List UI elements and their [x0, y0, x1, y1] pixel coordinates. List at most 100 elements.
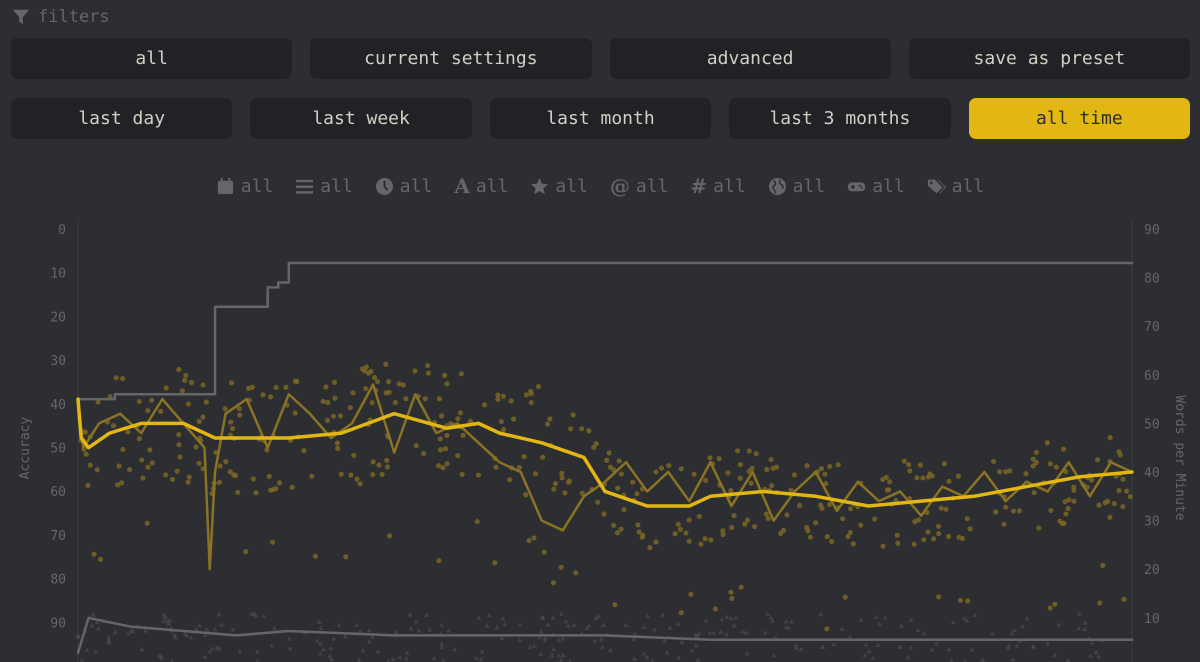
accuracy-point [1082, 626, 1088, 632]
accuracy-point [517, 637, 523, 643]
accuracy-point [106, 638, 112, 643]
filter-difficulty[interactable]: all [530, 174, 588, 198]
wpm-point [379, 471, 385, 478]
filter-punctuation[interactable]: @ all [610, 174, 669, 198]
wpm-point [186, 474, 192, 480]
accuracy-point [565, 623, 571, 628]
filter-numbers[interactable]: # all [690, 174, 745, 198]
wpm-point [666, 462, 672, 469]
accuracy-point [933, 640, 939, 646]
wpm-point [376, 462, 382, 468]
accuracy-point [427, 627, 433, 632]
wpm-point [914, 475, 920, 481]
wpm-point [595, 499, 601, 505]
accuracy-point [550, 615, 556, 620]
accuracy-point [586, 623, 592, 628]
filter-language[interactable]: A all [454, 174, 508, 198]
range-last-month-button[interactable]: last month [489, 98, 712, 139]
wpm-point [309, 473, 315, 479]
accuracy-point [600, 644, 606, 650]
accuracy-point [473, 655, 479, 660]
range-last-day-button[interactable]: last day [11, 98, 233, 139]
accuracy-point [551, 646, 557, 652]
accuracy-point [593, 615, 599, 621]
wpm-point [1031, 489, 1037, 496]
wpm-point [455, 453, 461, 459]
filter-funbox[interactable]: all [847, 174, 905, 198]
filter-tags[interactable]: all [927, 174, 984, 198]
preset-advanced-button[interactable]: advanced [609, 38, 891, 79]
wpm-point [1016, 508, 1022, 514]
accuracy-point [858, 617, 864, 622]
wpm-point [459, 471, 465, 477]
wpm-point [1107, 435, 1113, 441]
preset-all-button[interactable]: all [11, 38, 293, 79]
accuracy-point [664, 650, 670, 655]
wpm-point [412, 368, 418, 374]
accuracy-point [540, 615, 546, 620]
accuracy-point [446, 627, 452, 633]
wpm-point [228, 419, 234, 425]
accuracy-point [1095, 654, 1101, 659]
left-axis-tick: 30 [50, 354, 66, 369]
accuracy-point [1005, 645, 1011, 651]
accuracy-point [1093, 649, 1099, 654]
wpm-point [742, 521, 748, 527]
wpm-point [511, 416, 517, 422]
wpm-point [611, 466, 617, 473]
accuracy-point [847, 634, 853, 640]
wpm-point [200, 414, 206, 420]
range-last-week-button[interactable]: last week [250, 98, 472, 139]
accuracy-point [950, 619, 956, 625]
wpm-point [335, 445, 341, 452]
accuracy-point [125, 630, 131, 636]
accuracy-point [494, 624, 500, 630]
save-as-preset-button[interactable]: save as preset [908, 38, 1190, 79]
wpm-point [495, 396, 501, 402]
accuracy-point [500, 616, 506, 621]
wpm-point [703, 477, 709, 483]
range-all-time-button[interactable]: all time [968, 98, 1191, 139]
wpm-point [458, 371, 464, 377]
accuracy-point [980, 657, 986, 662]
filter-mode[interactable]: all [295, 174, 353, 198]
accuracy-point [202, 654, 208, 659]
filter-date[interactable]: all [216, 174, 273, 198]
filter-time[interactable]: all [375, 174, 432, 198]
wpm-point [1047, 605, 1053, 611]
accuracy-point [652, 626, 658, 632]
accuracy-point [397, 654, 403, 660]
accuracy-point [1056, 622, 1062, 627]
preset-current-settings-button[interactable]: current settings [310, 38, 592, 79]
accuracy-point [370, 634, 376, 640]
wpm-accuracy-chart: 0 10 20 30 40 50 60 70 80 90 90 80 70 60 50 40 30 20 10 Acc… [18, 220, 1187, 662]
accuracy-point [549, 652, 555, 658]
accuracy-point [452, 646, 458, 652]
tags-icon [927, 179, 946, 193]
accuracy-point [641, 624, 647, 629]
wpm-point [827, 463, 833, 469]
accuracy-point [1076, 625, 1082, 631]
filters-header[interactable]: filters [12, 4, 110, 30]
wpm-point [791, 472, 798, 478]
filter-funbox-label: all [872, 175, 905, 197]
accuracy-point [95, 625, 101, 631]
wpm-point [200, 382, 206, 388]
wpm-point [203, 399, 209, 405]
filter-globe[interactable]: all [768, 174, 825, 198]
accuracy-point [724, 614, 730, 619]
accuracy-point [866, 648, 872, 654]
wpm-point [444, 432, 450, 439]
wpm-point [541, 549, 547, 555]
wpm-point [334, 440, 341, 446]
wpm-point [591, 444, 597, 450]
globe-icon [768, 177, 786, 195]
wpm-point [354, 476, 360, 482]
left-axis-tick: 40 [50, 398, 66, 413]
wpm-point [351, 452, 357, 458]
range-last-3-months-button[interactable]: last 3 months [729, 98, 951, 139]
accuracy-point [356, 657, 362, 662]
accuracy-point [416, 628, 422, 633]
accuracy-point [989, 630, 995, 636]
wpm-point [532, 471, 539, 477]
